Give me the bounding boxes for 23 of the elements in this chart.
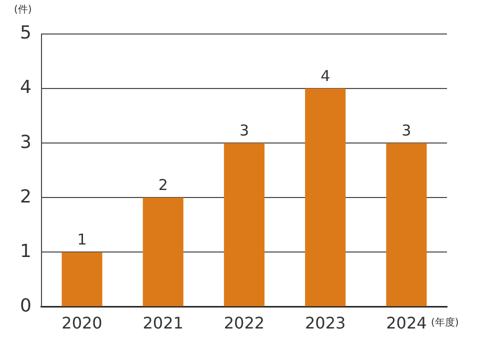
- y-axis-title: (件): [14, 4, 32, 16]
- data-label: 2: [158, 176, 168, 194]
- y-tick-label: 2: [20, 186, 32, 208]
- bar: [62, 252, 102, 306]
- y-tick-label: 1: [20, 240, 32, 262]
- x-tick-label: 2024: [386, 314, 427, 333]
- bar: [142, 198, 184, 306]
- y-tick-label: 0: [20, 295, 32, 316]
- data-label: 4: [320, 66, 330, 85]
- data-label: 3: [239, 122, 249, 140]
- bar: [224, 143, 265, 306]
- y-tick-label: 5: [20, 22, 32, 44]
- y-tick-label: 4: [20, 77, 32, 98]
- data-label: 3: [402, 122, 412, 140]
- bar: [386, 143, 427, 306]
- y-tick-label: 3: [20, 132, 32, 153]
- x-tick-label: 2020: [62, 314, 102, 333]
- x-tick-label: 2023: [304, 314, 346, 333]
- x-tick-label: 2022: [224, 314, 265, 333]
- x-axis-title: (年度): [431, 316, 459, 328]
- x-tick-label: 2021: [142, 314, 184, 333]
- bar: [305, 88, 346, 306]
- data-label: 1: [77, 230, 87, 249]
